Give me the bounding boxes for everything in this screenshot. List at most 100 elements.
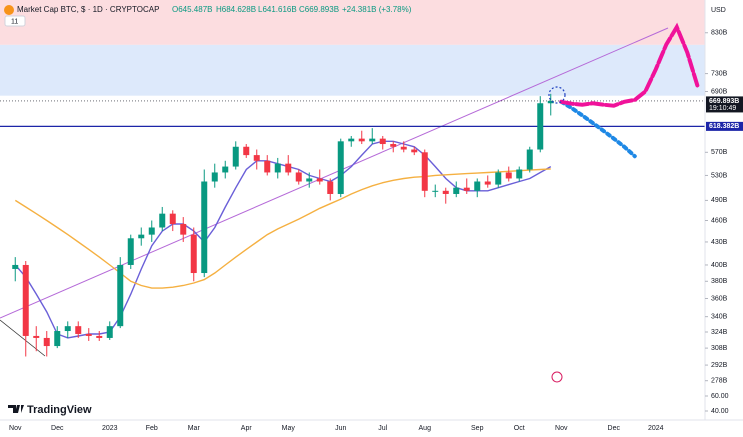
candle-body (243, 146, 250, 156)
symbol-title[interactable]: Market Cap BTC, $ · 1D · CRYPTOCAP (17, 5, 159, 14)
ohlc-low: L641.616B (258, 5, 297, 14)
y-tick-label: 690B (711, 88, 728, 95)
candle-body (400, 146, 407, 150)
candle-body (180, 223, 187, 235)
y-tick-label: 530B (711, 172, 728, 179)
candle-body (453, 187, 460, 194)
zones (0, 0, 705, 96)
brand-logo (8, 405, 24, 413)
drawing-line (0, 319, 46, 357)
candle-body (295, 172, 302, 182)
x-tick-label: Mar (188, 425, 201, 432)
candle-body (138, 234, 145, 239)
indicators-count: 11 (11, 18, 18, 25)
plot (0, 22, 705, 357)
ohlc-open: O645.487B (172, 5, 212, 14)
x-tick-label: May (282, 425, 296, 432)
zone (0, 0, 705, 45)
candle-body (348, 138, 355, 142)
marker-circle (548, 86, 566, 104)
candle-body (75, 326, 82, 334)
candle-body (358, 138, 365, 142)
zone (0, 44, 705, 96)
x-tick-label: Jun (335, 425, 346, 432)
candle-body (463, 187, 470, 191)
x-tick-label: Aug (419, 425, 432, 432)
y-tick-label: 460B (711, 217, 728, 224)
candle-body (474, 181, 481, 191)
y-tick-label: 400B (711, 262, 728, 269)
price-tag (706, 121, 743, 131)
candle-body (274, 163, 281, 173)
candle-body (547, 100, 554, 104)
x-tick-label: Nov (9, 425, 22, 432)
x-tick-label: Apr (241, 425, 253, 432)
candle-body (211, 172, 218, 182)
x-tick-label: Dec (51, 425, 64, 432)
candle-body (442, 190, 449, 194)
candle-body (12, 264, 19, 269)
projection-path (559, 22, 700, 108)
candle-body (526, 149, 533, 170)
x-tick-label: Oct (514, 425, 525, 432)
event-icon[interactable] (551, 371, 563, 383)
ohlc-change: +24.381B (+3.78%) (342, 5, 412, 14)
y2-tick-label: 60.00 (711, 393, 729, 400)
y-tick-label: 308B (711, 345, 728, 352)
candle-body (337, 141, 344, 194)
candle-body (505, 172, 512, 179)
candle-body (201, 181, 208, 274)
x-tick-label: Sep (471, 425, 484, 432)
price-tag-time: 19:10:49 (709, 105, 736, 112)
candle-body (253, 155, 260, 161)
candle-body (54, 331, 61, 347)
candle-body (127, 238, 134, 265)
candle-body (516, 169, 523, 179)
candle-body (411, 149, 418, 153)
candle-body (316, 178, 323, 182)
candle-body (43, 337, 50, 347)
indicators-toggle[interactable] (4, 15, 26, 27)
candle-body (537, 103, 544, 150)
moving-average (14, 168, 551, 289)
y-tick-label: 324B (711, 329, 728, 336)
y-tick-label: 570B (711, 149, 728, 156)
candle-body (264, 160, 271, 173)
moving-average (14, 140, 552, 339)
brand-name: TradingView (27, 404, 92, 416)
candle-body (432, 190, 439, 192)
candle-body (64, 326, 71, 332)
ohlc-close: C669.893B (299, 5, 339, 14)
candle-body (232, 146, 239, 167)
x-tick-label: Jul (378, 425, 387, 432)
price-tag-label: 618.382B (709, 123, 739, 130)
y-tick-label: 292B (711, 362, 728, 369)
x-tick-label: Feb (146, 425, 158, 432)
y-tick-label: 830B (711, 30, 728, 37)
y2-tick-label: 40.00 (711, 408, 729, 415)
candle-body (22, 264, 29, 336)
candle-body (106, 326, 113, 338)
y-tick-label: 730B (711, 70, 728, 77)
candle-body (148, 227, 155, 235)
candle-body (33, 335, 40, 338)
y-tick-label: 430B (711, 239, 728, 246)
trend-line (0, 27, 669, 319)
x-tick-label: Dec (608, 425, 621, 432)
projection-path (559, 99, 637, 159)
candle-body (495, 172, 502, 185)
x-tick-label: 2024 (648, 425, 664, 432)
candle-body (190, 234, 197, 274)
y-tick-label: 490B (711, 197, 728, 204)
candle-body (222, 166, 229, 173)
y-tick-label: 278B (711, 378, 728, 385)
candle-body (306, 178, 313, 182)
candle-body (327, 181, 334, 194)
candle-body (285, 163, 292, 173)
candle-body (369, 138, 376, 142)
candle-body (117, 264, 124, 327)
candle-body (421, 152, 428, 191)
y-tick-label: 360B (711, 295, 728, 302)
currency-label: USD (711, 7, 726, 14)
